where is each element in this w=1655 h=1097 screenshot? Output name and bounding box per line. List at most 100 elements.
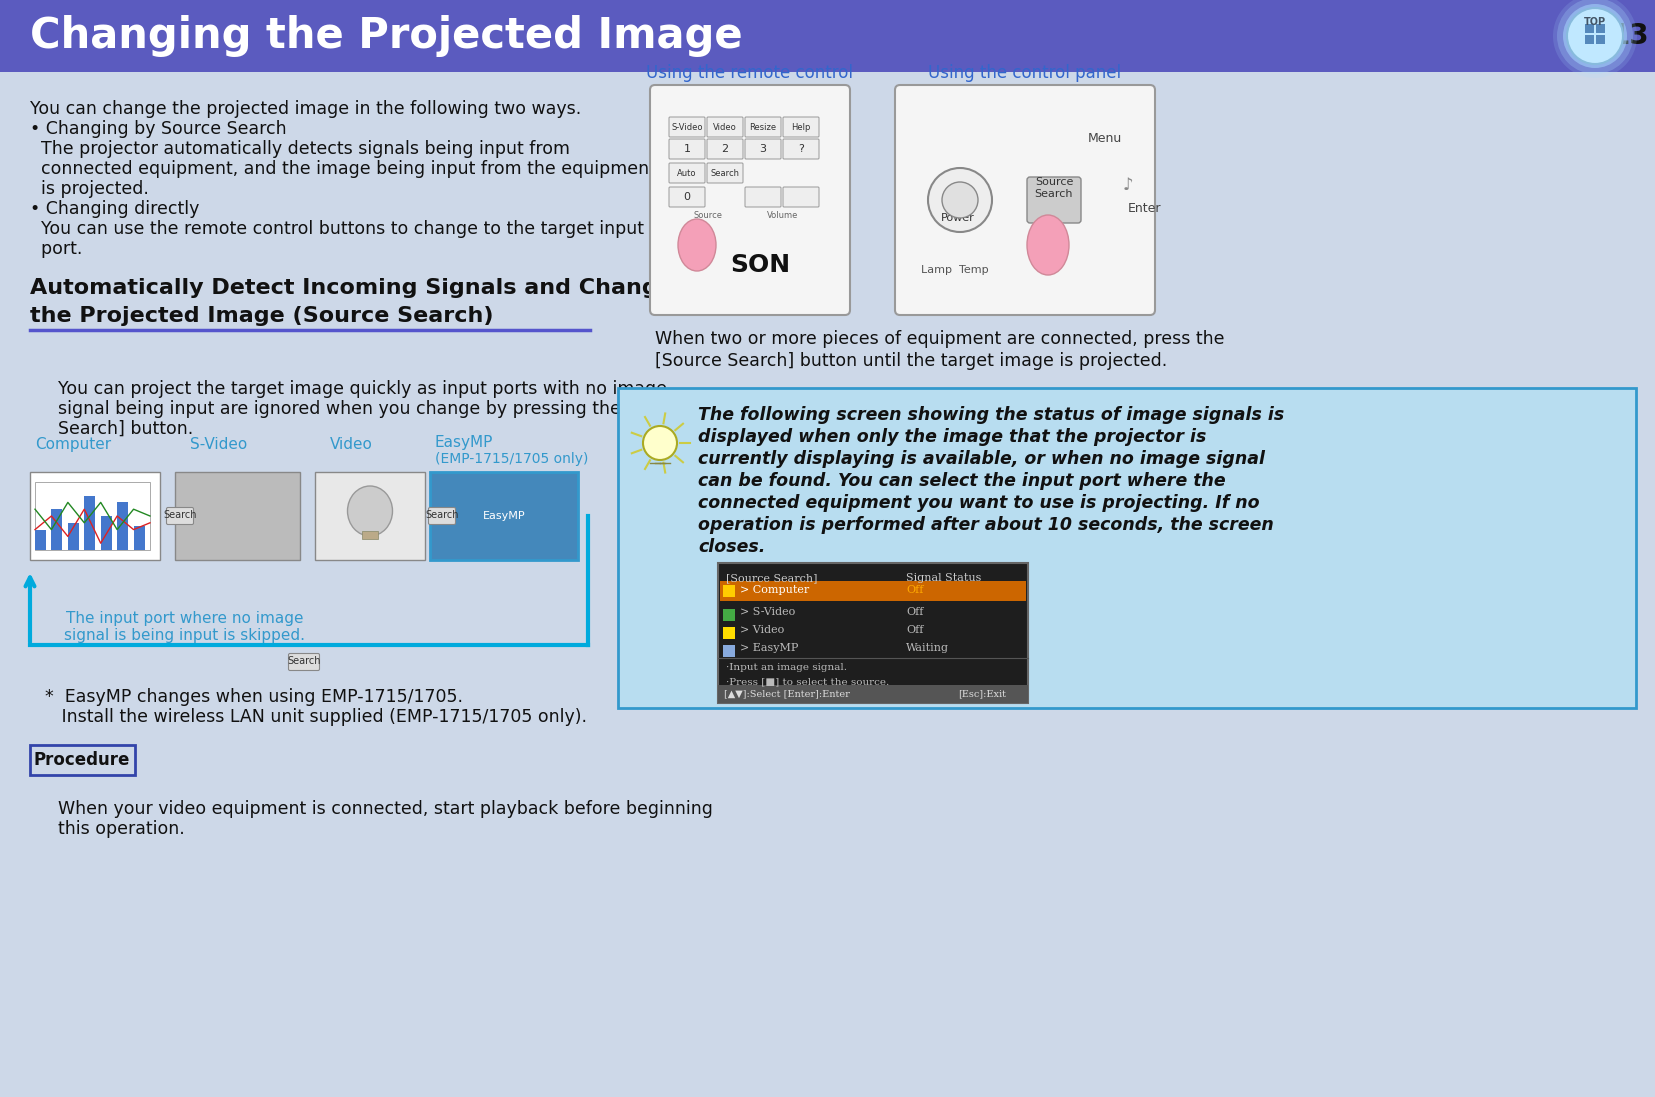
- Text: operation is performed after about 10 seconds, the screen: operation is performed after about 10 se…: [697, 516, 1273, 534]
- Text: Using the control panel: Using the control panel: [928, 64, 1120, 82]
- Text: [▲▼]:Select [Enter]:Enter: [▲▼]:Select [Enter]:Enter: [723, 689, 849, 698]
- FancyBboxPatch shape: [745, 186, 781, 207]
- Text: > EasyMP: > EasyMP: [740, 643, 798, 653]
- Ellipse shape: [1566, 8, 1622, 64]
- Text: Off: Off: [905, 625, 923, 635]
- Text: • Changing directly: • Changing directly: [30, 200, 199, 218]
- Ellipse shape: [348, 486, 392, 536]
- Text: Search] button.: Search] button.: [58, 420, 194, 438]
- Text: ·Input an image signal.: ·Input an image signal.: [725, 663, 846, 672]
- Bar: [68, 523, 79, 550]
- Text: Automatically Detect Incoming Signals and Change: Automatically Detect Incoming Signals an…: [30, 278, 672, 298]
- Text: You can use the remote control buttons to change to the target input: You can use the remote control buttons t…: [30, 220, 644, 238]
- Bar: [430, 472, 578, 559]
- Text: Using the remote control: Using the remote control: [645, 64, 852, 82]
- Bar: [175, 472, 300, 559]
- Text: Power: Power: [940, 213, 975, 223]
- Ellipse shape: [677, 219, 715, 271]
- Text: Signal Status: Signal Status: [905, 573, 981, 583]
- Bar: [35, 482, 151, 550]
- Text: Source
Search: Source Search: [1034, 178, 1072, 199]
- Text: Video: Video: [329, 437, 372, 452]
- Text: > Video: > Video: [740, 625, 784, 635]
- Bar: [617, 388, 1635, 708]
- FancyBboxPatch shape: [650, 84, 849, 315]
- Text: 3: 3: [760, 144, 766, 154]
- Text: Search: Search: [164, 510, 197, 520]
- Ellipse shape: [1562, 4, 1625, 68]
- Text: EasyMP: EasyMP: [482, 511, 525, 521]
- Text: Computer: Computer: [35, 437, 111, 452]
- Text: When two or more pieces of equipment are connected, press the: When two or more pieces of equipment are…: [655, 330, 1223, 348]
- Text: Help: Help: [791, 123, 811, 132]
- FancyBboxPatch shape: [669, 117, 705, 137]
- Text: Menu: Menu: [1087, 132, 1122, 145]
- Text: Auto: Auto: [677, 169, 697, 178]
- FancyBboxPatch shape: [783, 186, 819, 207]
- Bar: [723, 645, 735, 657]
- Text: port.: port.: [30, 240, 83, 258]
- Text: SON: SON: [730, 253, 789, 278]
- FancyBboxPatch shape: [707, 139, 743, 159]
- Bar: [134, 527, 144, 550]
- Circle shape: [942, 182, 978, 218]
- Bar: [723, 585, 735, 597]
- Text: is projected.: is projected.: [30, 180, 149, 197]
- Text: > S-Video: > S-Video: [740, 607, 794, 617]
- Bar: [1595, 35, 1604, 44]
- Text: S-Video: S-Video: [190, 437, 247, 452]
- FancyBboxPatch shape: [167, 508, 194, 524]
- Bar: [101, 516, 111, 550]
- Text: Changing the Projected Image: Changing the Projected Image: [30, 15, 741, 57]
- Bar: [1584, 35, 1594, 44]
- Text: [Source Search] button until the target image is projected.: [Source Search] button until the target …: [655, 352, 1167, 370]
- Text: Install the wireless LAN unit supplied (EMP-1715/1705 only).: Install the wireless LAN unit supplied (…: [45, 708, 586, 726]
- FancyBboxPatch shape: [288, 654, 319, 670]
- Text: connected equipment, and the image being input from the equipment: connected equipment, and the image being…: [30, 160, 655, 178]
- Text: Waiting: Waiting: [905, 643, 948, 653]
- Text: the Projected Image (Source Search): the Projected Image (Source Search): [30, 306, 493, 326]
- Text: The input port where no image
signal is being input is skipped.: The input port where no image signal is …: [65, 611, 305, 643]
- Ellipse shape: [1552, 0, 1637, 78]
- Bar: [30, 745, 136, 774]
- Text: Enter: Enter: [1127, 202, 1160, 215]
- Text: connected equipment you want to use is projecting. If no: connected equipment you want to use is p…: [697, 494, 1259, 512]
- Text: [Source Search]: [Source Search]: [725, 573, 818, 583]
- Ellipse shape: [1026, 215, 1069, 275]
- FancyBboxPatch shape: [1026, 177, 1081, 223]
- Bar: [723, 609, 735, 621]
- Text: • Changing by Source Search: • Changing by Source Search: [30, 120, 286, 138]
- Text: S-Video: S-Video: [670, 123, 702, 132]
- Text: this operation.: this operation.: [58, 819, 185, 838]
- Text: Search: Search: [425, 510, 458, 520]
- Bar: [362, 531, 377, 539]
- FancyBboxPatch shape: [669, 163, 705, 183]
- Text: Source: Source: [693, 212, 722, 220]
- Text: Procedure: Procedure: [33, 751, 131, 769]
- Bar: [314, 472, 425, 559]
- Bar: [51, 509, 63, 550]
- Text: You can project the target image quickly as input ports with no image: You can project the target image quickly…: [58, 380, 667, 398]
- FancyBboxPatch shape: [707, 117, 743, 137]
- Text: closes.: closes.: [697, 538, 765, 556]
- Text: Off: Off: [905, 607, 923, 617]
- Ellipse shape: [1556, 0, 1632, 73]
- Text: *  EasyMP changes when using EMP-1715/1705.: * EasyMP changes when using EMP-1715/170…: [45, 688, 463, 706]
- FancyBboxPatch shape: [429, 508, 455, 524]
- Bar: [30, 472, 161, 559]
- Text: Volume: Volume: [766, 212, 798, 220]
- Text: 1: 1: [684, 144, 690, 154]
- Text: EasyMP: EasyMP: [435, 436, 493, 450]
- Text: Resize: Resize: [750, 123, 776, 132]
- Text: ♪: ♪: [1122, 176, 1132, 194]
- Text: signal being input are ignored when you change by pressing the [Source: signal being input are ignored when you …: [58, 400, 693, 418]
- Text: > Computer: > Computer: [740, 585, 809, 595]
- Text: Lamp  Temp: Lamp Temp: [920, 265, 988, 275]
- FancyBboxPatch shape: [745, 139, 781, 159]
- Text: You can change the projected image in the following two ways.: You can change the projected image in th…: [30, 100, 581, 118]
- Text: currently displaying is available, or when no image signal: currently displaying is available, or wh…: [697, 450, 1264, 468]
- Bar: [1595, 24, 1604, 33]
- Text: 2: 2: [722, 144, 728, 154]
- Ellipse shape: [642, 426, 677, 460]
- Text: Search: Search: [286, 656, 321, 666]
